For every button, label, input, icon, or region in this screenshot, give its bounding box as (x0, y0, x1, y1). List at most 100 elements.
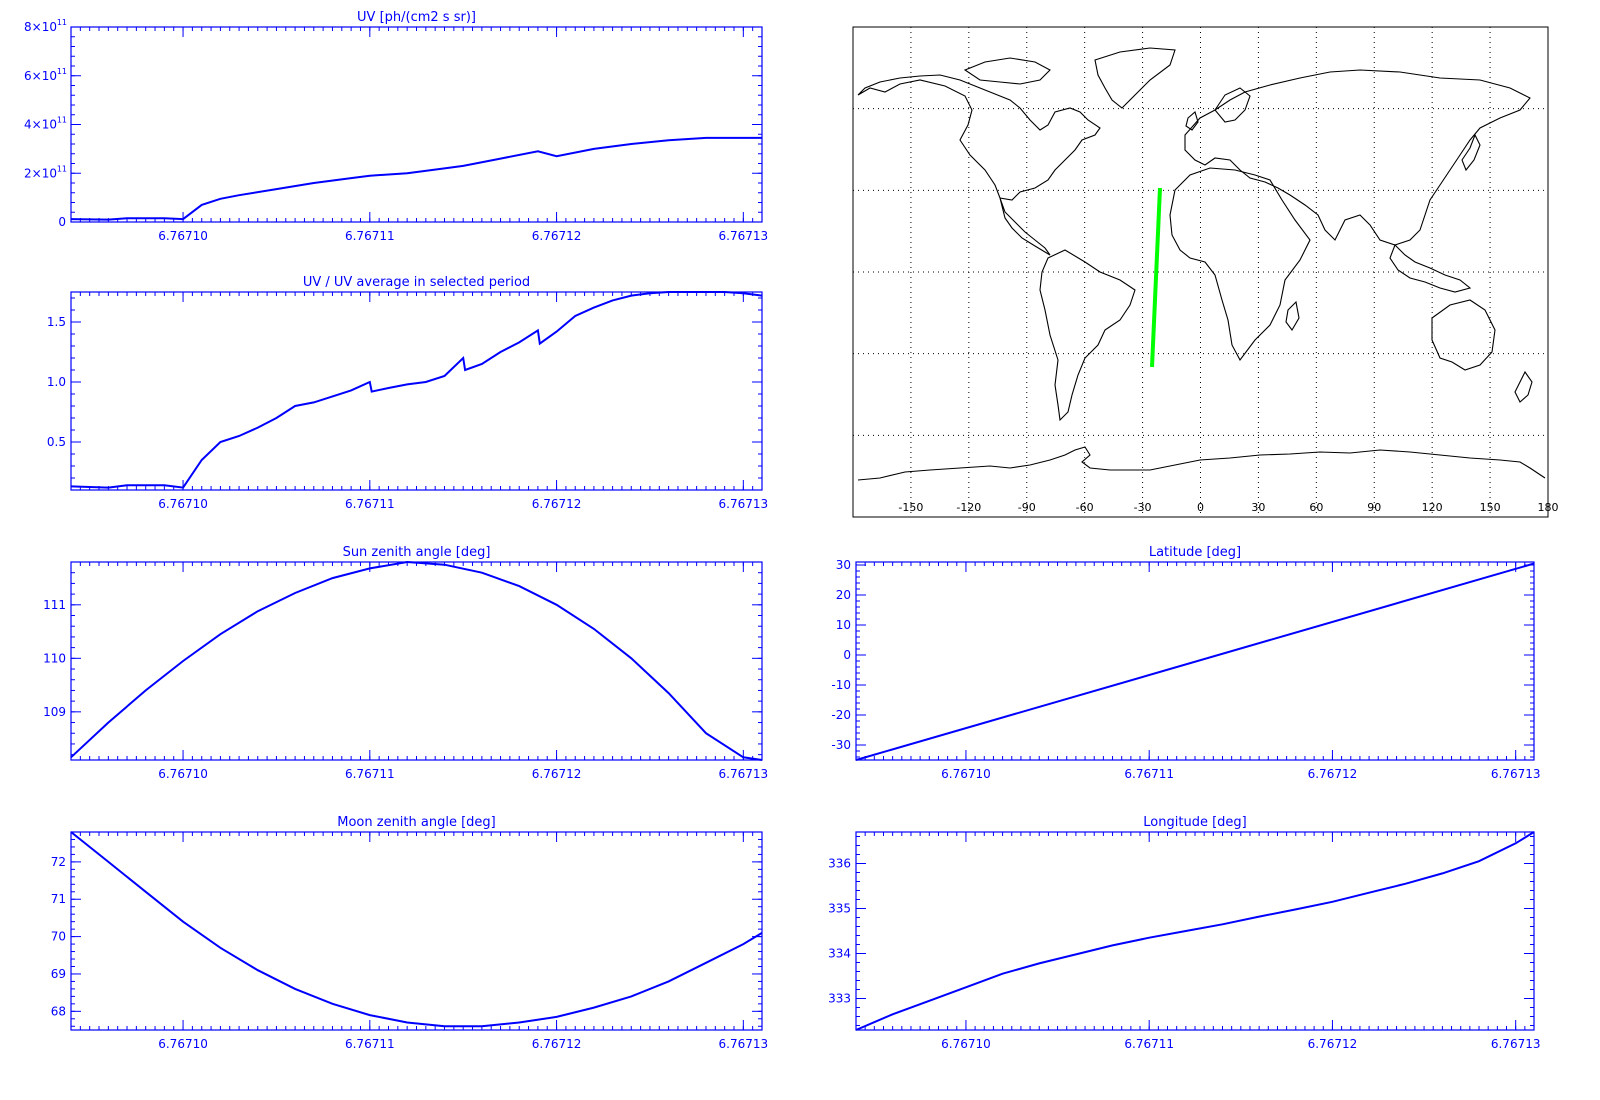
uv-y-tick-exponent: 11 (57, 164, 67, 173)
coast-antarctica (857, 446, 1546, 481)
uv-y-tick-exponent: 11 (57, 116, 67, 125)
moon-zenith-y-tick-label: 72 (51, 855, 66, 869)
longitude-x-tick-label: 6.76713 (1491, 1037, 1541, 1051)
longitude-y-tick-label: 335 (828, 902, 851, 916)
coast-new-zealand (1514, 370, 1533, 403)
latitude-y-tick-label: -20 (831, 708, 851, 722)
uv-ratio-x-tick-label: 6.76711 (345, 497, 395, 511)
map-gridlines (853, 27, 1548, 517)
moon-zenith-x-tick-label: 6.76712 (532, 1037, 582, 1051)
map-longitude-label: 180 (1538, 501, 1559, 514)
uv-series-line (70, 136, 762, 221)
coast-central-america (999, 197, 1051, 256)
uv-y-tick-label: 2×10 (24, 166, 57, 180)
sun-zenith-x-tick-label: 6.76712 (532, 767, 582, 781)
longitude-x-tick-label: 6.76712 (1308, 1037, 1358, 1051)
uv-x-tick-label: 6.76711 (345, 229, 395, 243)
map-longitude-label: 120 (1422, 501, 1443, 514)
coast-south-america (1039, 249, 1136, 422)
longitude-y-tick-label: 334 (828, 947, 851, 961)
moon-zenith-x-tick-label: 6.76710 (158, 1037, 208, 1051)
latitude-title: Latitude [deg] (1149, 545, 1241, 560)
longitude-title: Longitude [deg] (1143, 815, 1246, 830)
coast-greenland (1094, 47, 1176, 109)
map-longitude-ticks: -150 -120 -90 -60 -30 0 30 60 90 120 150 180 (898, 501, 1558, 514)
uv-ratio-x-tick-label: 6.76712 (532, 497, 582, 511)
uv-ratio-frame (70, 291, 763, 491)
longitude-frame (855, 831, 1535, 1031)
moon-zenith-frame (70, 831, 763, 1031)
map-coastlines (857, 47, 1546, 481)
uv-ratio-title: UV / UV average in selected period (303, 275, 530, 290)
coast-uk (1185, 111, 1199, 131)
sun-zenith-panel: Sun zenith angle [deg] 6.76710 6.76711 6.7… (43, 545, 768, 781)
uv-x-tick-label: 6.76710 (158, 229, 208, 243)
sun-zenith-frame (70, 561, 763, 761)
map-longitude-label: 30 (1251, 501, 1265, 514)
moon-zenith-x-tick-label: 6.76713 (719, 1037, 769, 1051)
latitude-y-tick-label: 0 (843, 648, 851, 662)
uv-y-tick-exponent: 11 (57, 18, 67, 27)
uv-ratio-panel: UV / UV average in selected period 6.767… (47, 275, 768, 511)
sun-zenith-series-line (70, 560, 763, 761)
uv-ratio-y-tick-label: 1.5 (47, 315, 66, 329)
uv-panel: UV [ph/(cm2 s sr)] 6.76710 6.76711 6.76712… (24, 10, 768, 243)
sun-zenith-x-tick-label: 6.76711 (345, 767, 395, 781)
longitude-y-tick-label: 336 (828, 857, 851, 871)
uv-y-tick-label: 6×10 (24, 69, 57, 83)
sun-zenith-y-tick-label: 110 (43, 651, 66, 665)
uv-y-tick-exponent: 11 (57, 67, 67, 76)
latitude-y-tick-label: 10 (836, 618, 851, 632)
longitude-series-line (855, 831, 1535, 1031)
coast-eurasia (1184, 69, 1531, 246)
map-longitude-label: -30 (1134, 501, 1152, 514)
longitude-x-tick-label: 6.76710 (941, 1037, 991, 1051)
longitude-panel: Longitude [deg] 6.76710 6.76711 6.76712 6.7… (828, 815, 1540, 1051)
map-longitude-label: -60 (1076, 501, 1094, 514)
uv-x-tick-label: 6.76713 (719, 229, 769, 243)
moon-zenith-y-tick-label: 70 (51, 930, 66, 944)
uv-ratio-series-line (70, 291, 763, 489)
coast-southeast-asia (1389, 244, 1472, 293)
coast-arctic-islands (963, 57, 1051, 85)
sun-zenith-x-tick-label: 6.76710 (158, 767, 208, 781)
uv-y-tick-label: 0 (58, 215, 66, 229)
moon-zenith-series-line (70, 831, 763, 1028)
longitude-x-tick-label: 6.76711 (1124, 1037, 1174, 1051)
uv-x-tick-label: 6.76712 (532, 229, 582, 243)
sun-zenith-y-tick-label: 111 (43, 598, 66, 612)
coast-scandinavia (1214, 87, 1251, 123)
map-longitude-label: -120 (956, 501, 981, 514)
moon-zenith-y-tick-label: 69 (51, 967, 66, 981)
latitude-x-tick-label: 6.76710 (941, 767, 991, 781)
moon-zenith-y-tick-label: 71 (51, 892, 66, 906)
map-longitude-label: 60 (1309, 501, 1323, 514)
uv-ratio-x-tick-label: 6.76710 (158, 497, 208, 511)
uv-ratio-x-tick-label: 6.76713 (719, 497, 769, 511)
latitude-series-line (855, 562, 1535, 761)
map-longitude-label: -150 (898, 501, 923, 514)
latitude-x-tick-label: 6.76713 (1491, 767, 1541, 781)
coast-japan (1461, 133, 1481, 172)
moon-zenith-x-tick-label: 6.76711 (345, 1037, 395, 1051)
latitude-y-tick-label: 30 (836, 558, 851, 572)
latitude-x-tick-label: 6.76711 (1124, 767, 1174, 781)
map-longitude-label: 90 (1367, 501, 1381, 514)
coast-africa (1169, 167, 1311, 362)
uv-title: UV [ph/(cm2 s sr)] (357, 10, 476, 25)
satellite-ground-track (1150, 187, 1162, 368)
map-longitude-label: 0 (1197, 501, 1204, 514)
latitude-panel: Latitude [deg] 6.76710 6.76711 6.76712 6.76… (831, 545, 1540, 781)
moon-zenith-y-tick-label: 68 (51, 1004, 66, 1018)
moon-zenith-panel: Moon zenith angle [deg] 6.76710 6.76711 6.… (51, 815, 768, 1051)
coast-australia (1431, 299, 1496, 371)
uv-ratio-y-tick-label: 1.0 (47, 375, 66, 389)
uv-frame (70, 26, 763, 223)
map-longitude-label: 150 (1480, 501, 1501, 514)
coast-madagascar (1285, 300, 1300, 331)
sun-zenith-y-tick-label: 109 (43, 705, 66, 719)
longitude-y-tick-label: 333 (828, 992, 851, 1006)
coast-north-america (857, 74, 1101, 201)
world-map-panel: -150 -120 -90 -60 -30 0 30 60 90 120 150 180 (852, 26, 1559, 518)
